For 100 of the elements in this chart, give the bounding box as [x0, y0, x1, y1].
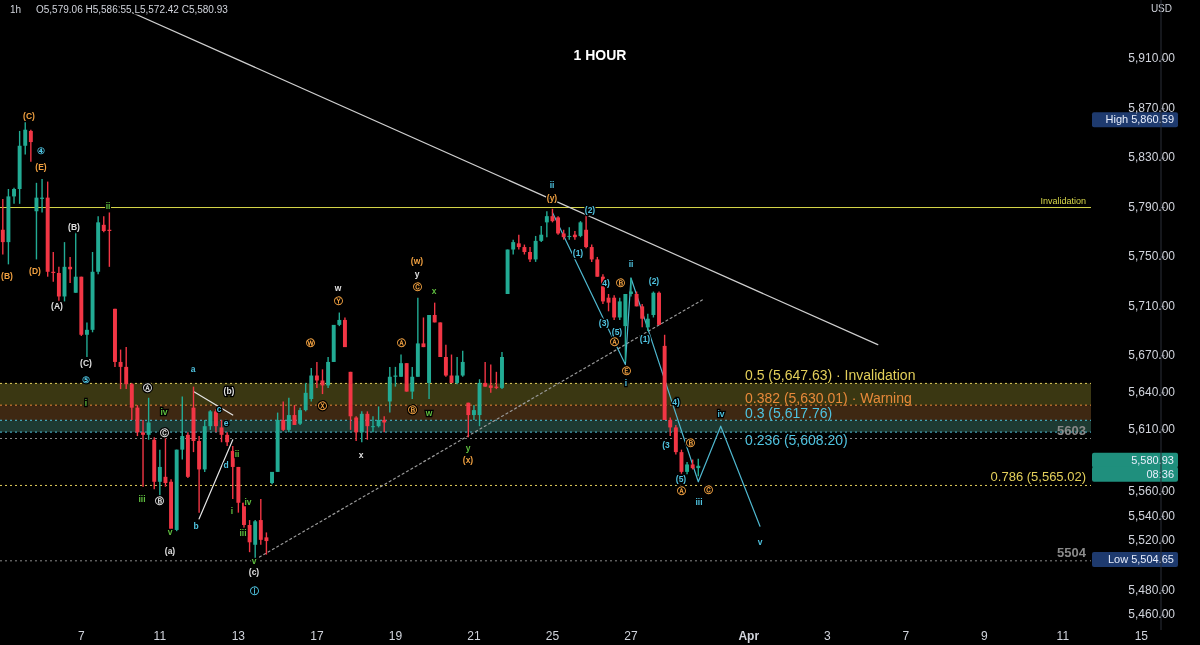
annotation: 5,580.93 — [1131, 453, 1174, 466]
annotation: Ⓐ — [396, 338, 406, 349]
annotation: 1h — [10, 4, 22, 15]
annotation: iii — [695, 497, 703, 508]
annotation: (5) — [675, 474, 687, 485]
annotation: v — [251, 556, 257, 567]
annotation: Ⓑ — [407, 405, 417, 416]
ref-line-label: 0.382 (5,630.01) · Warning — [745, 390, 912, 407]
annotation: (D) — [29, 266, 42, 277]
candlestick — [421, 316, 426, 348]
ref-line-label: Invalidation — [1040, 195, 1086, 206]
candlestick — [584, 214, 589, 249]
candlestick — [556, 215, 561, 236]
annotation: w — [424, 408, 433, 419]
y-tick-label: 5,460.00 — [1128, 607, 1176, 622]
annotation: i — [230, 506, 234, 517]
price-tag: Low 5,504.65 — [1092, 552, 1178, 567]
annotation: i — [624, 378, 628, 389]
candlestick — [141, 419, 145, 488]
annotation: (2) — [584, 205, 596, 216]
candlestick — [466, 402, 471, 438]
annotation: (B) — [68, 222, 81, 233]
annotation: (E) — [35, 162, 47, 173]
annotation: (2) — [648, 276, 660, 287]
y-tick-label: 5,560.00 — [1128, 483, 1176, 498]
annotation: USD — [1150, 3, 1172, 14]
annotation: iv — [244, 497, 252, 508]
annotation: c — [216, 404, 222, 415]
candlestick — [443, 343, 448, 378]
annotation: High 5,860.59 — [1105, 113, 1174, 126]
candlestick — [56, 266, 61, 303]
annotation: ⓘ — [249, 586, 259, 597]
candlestick — [371, 415, 375, 434]
candlestick — [286, 397, 291, 434]
annotation: (A) — [51, 301, 64, 312]
y-tick-label: 5,750.00 — [1128, 249, 1176, 264]
candlestick — [399, 353, 403, 378]
candlestick — [668, 416, 673, 437]
annotation: Ⓐ — [676, 486, 686, 497]
x-tick-label: 25 — [545, 629, 560, 643]
annotation: d — [223, 460, 229, 471]
candlestick — [471, 404, 476, 421]
annotation: Low 5,504.65 — [1107, 552, 1174, 565]
x-tick-label: 13 — [231, 629, 246, 643]
x-tick-label: 17 — [310, 629, 324, 643]
candlestick — [28, 129, 33, 163]
x-tick-label: 7 — [77, 629, 85, 643]
annotation: iii — [138, 494, 146, 505]
annotation: i — [84, 398, 88, 409]
y-tick-label: 5,640.00 — [1128, 385, 1176, 399]
annotation: Ⓑ — [615, 278, 625, 289]
x-tick-label: 3 — [823, 629, 831, 643]
y-tick-label: 5,870.00 — [1128, 100, 1176, 115]
y-tick-label: 5,910.00 — [1128, 51, 1176, 66]
annotation: ii — [628, 259, 634, 270]
y-tick-label: 5,520.00 — [1128, 533, 1176, 548]
x-tick-label: 7 — [902, 629, 910, 643]
candlestick — [326, 356, 331, 389]
candlestick — [359, 410, 364, 443]
candlestick — [157, 448, 162, 498]
annotation: w — [333, 283, 342, 294]
annotation: (c) — [248, 567, 260, 578]
x-tick-label: 19 — [388, 629, 403, 643]
x-tick-label: 11 — [1056, 629, 1070, 643]
candlestick — [544, 210, 549, 238]
annotation: (C) — [80, 358, 93, 369]
y-tick-label: 5,610.00 — [1128, 422, 1176, 437]
y-tick-label: 5,710.00 — [1128, 298, 1176, 313]
ref-line-label: 0.786 (5,565.02) — [990, 469, 1086, 485]
x-tick-label: 11 — [153, 629, 167, 643]
candlestick — [0, 198, 5, 256]
candlestick — [146, 397, 151, 441]
candlestick — [281, 400, 286, 432]
annotation: O5,579.06 H5,586.55 L5,572.42 C5,580.93 — [36, 4, 229, 15]
y-tick-label: 5,830.00 — [1128, 150, 1176, 165]
annotation: Ⓨ — [333, 296, 343, 307]
annotation: v — [167, 527, 173, 538]
annotation: Ⓦ — [305, 338, 315, 349]
annotation: Ⓒ — [703, 485, 713, 496]
annotation: e — [223, 418, 229, 429]
candlestick — [34, 182, 39, 261]
ref-line-label: 5603 — [1057, 422, 1086, 438]
candlestick — [118, 348, 123, 390]
candlestick — [208, 409, 213, 431]
annotation: ④ — [37, 146, 45, 157]
candlestick — [73, 231, 78, 294]
candlestick — [651, 290, 656, 319]
annotation: Ⓒ — [412, 282, 422, 293]
ref-line-label: 5504 — [1057, 544, 1087, 560]
candlestick — [84, 321, 89, 358]
annotation: ⑤ — [82, 375, 90, 386]
annotation: (1) — [572, 248, 584, 259]
candlestick — [455, 356, 460, 385]
annotation: ii — [234, 449, 240, 460]
ref-line-label: 0.236 (5,608.20) — [745, 432, 848, 449]
y-tick-label: 5,540.00 — [1128, 508, 1176, 523]
annotation: Ⓧ — [317, 401, 327, 412]
annotation: 08:36 — [1146, 467, 1174, 480]
annotation: Ⓒ — [159, 428, 169, 439]
annotation: (B) — [1, 271, 14, 282]
